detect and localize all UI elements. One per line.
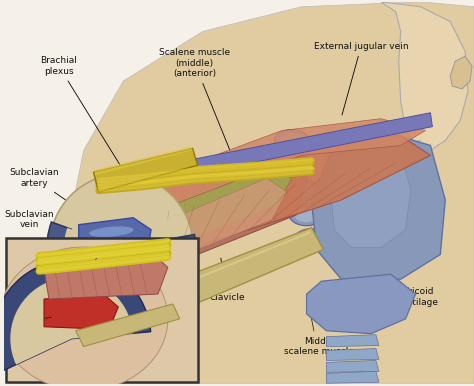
Text: 1st rib: 1st rib: [16, 312, 43, 322]
Polygon shape: [327, 361, 379, 372]
Polygon shape: [450, 56, 472, 89]
Text: Middle
scalene muscle: Middle scalene muscle: [284, 337, 355, 356]
Polygon shape: [83, 135, 430, 279]
Text: Cricoid
cartilage: Cricoid cartilage: [399, 287, 438, 307]
Polygon shape: [79, 251, 158, 294]
Polygon shape: [331, 142, 410, 247]
Polygon shape: [93, 148, 198, 192]
FancyBboxPatch shape: [6, 238, 198, 382]
Polygon shape: [381, 2, 468, 151]
Text: Anterior
scalene muscle: Anterior scalene muscle: [91, 274, 156, 294]
Wedge shape: [64, 228, 179, 305]
Text: Scalene muscle
(middle)
(anterior): Scalene muscle (middle) (anterior): [159, 48, 236, 166]
Polygon shape: [163, 113, 432, 180]
Text: Brachial
plexus: Brachial plexus: [40, 56, 122, 168]
Polygon shape: [153, 228, 323, 317]
Ellipse shape: [289, 183, 314, 198]
Ellipse shape: [72, 190, 171, 279]
Polygon shape: [113, 185, 222, 257]
Text: Clavicle: Clavicle: [210, 258, 245, 301]
Wedge shape: [0, 259, 151, 372]
Ellipse shape: [289, 204, 324, 226]
Ellipse shape: [49, 174, 193, 321]
Polygon shape: [79, 218, 151, 257]
Ellipse shape: [89, 261, 134, 273]
Text: Sternocleidomastoid muscle: Sternocleidomastoid muscle: [186, 179, 314, 190]
Text: Clavicle: Clavicle: [112, 332, 145, 341]
Ellipse shape: [284, 158, 309, 173]
Text: Brachial plexus: Brachial plexus: [89, 250, 154, 259]
Polygon shape: [133, 119, 426, 215]
Polygon shape: [155, 178, 287, 259]
Ellipse shape: [294, 229, 329, 251]
Polygon shape: [9, 2, 474, 384]
Text: 1st rib: 1st rib: [22, 290, 69, 308]
Polygon shape: [44, 249, 168, 299]
Ellipse shape: [299, 232, 324, 247]
Ellipse shape: [274, 130, 309, 151]
Wedge shape: [47, 222, 196, 322]
Text: Subclavian
artery: Subclavian artery: [4, 276, 109, 348]
Polygon shape: [153, 155, 311, 254]
Ellipse shape: [294, 207, 319, 222]
Polygon shape: [327, 371, 379, 383]
Text: Subclavian
vein: Subclavian vein: [4, 210, 116, 247]
Ellipse shape: [279, 133, 304, 148]
Text: External jugular vein: External jugular vein: [314, 42, 409, 115]
Polygon shape: [93, 146, 192, 175]
Ellipse shape: [284, 179, 319, 201]
Polygon shape: [44, 294, 118, 329]
Text: Subclavian
artery: Subclavian artery: [9, 168, 106, 228]
Polygon shape: [327, 335, 379, 347]
Ellipse shape: [0, 247, 168, 386]
Polygon shape: [327, 349, 379, 361]
Ellipse shape: [89, 226, 134, 237]
Polygon shape: [76, 304, 180, 347]
Ellipse shape: [279, 154, 314, 176]
Polygon shape: [311, 130, 445, 279]
Wedge shape: [10, 277, 133, 365]
Text: Thyroid
cartilage: Thyroid cartilage: [373, 205, 413, 225]
Polygon shape: [153, 165, 292, 244]
Polygon shape: [307, 274, 416, 334]
